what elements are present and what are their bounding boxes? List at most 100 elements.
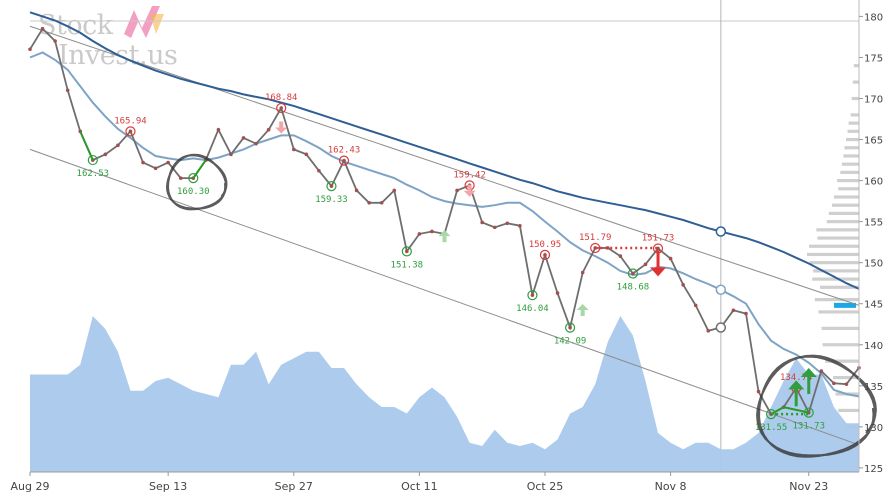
y-tick-label: 150	[864, 259, 883, 270]
buy-signal-arrow-icon	[580, 310, 585, 317]
bottom-pivot-circle	[765, 409, 777, 420]
price-point	[844, 382, 849, 386]
x-tick-label: Oct 25	[527, 480, 564, 493]
y-tick-label: 180	[864, 12, 883, 23]
volume-area	[30, 316, 859, 472]
top-pivot-circle	[276, 102, 287, 114]
volume-by-price-bar	[846, 137, 859, 142]
volume-by-price-bar	[818, 310, 859, 314]
price-point	[681, 283, 685, 287]
price-point	[668, 256, 673, 261]
bottom-pivot-label: 131.55	[755, 423, 788, 433]
y-tick-label: 145	[864, 300, 883, 311]
price-point	[317, 168, 321, 173]
price-point	[756, 389, 761, 394]
price-point	[580, 270, 585, 275]
trend-channel-upper	[29, 25, 860, 306]
volume-by-price-bar	[822, 343, 859, 347]
top-pivot-label: 151.79	[579, 233, 612, 243]
y-tick-label: 130	[864, 423, 883, 434]
volume-by-price-bar	[807, 252, 859, 257]
sell-signal-arrow-icon	[279, 121, 284, 128]
volume-by-price-bar	[852, 80, 859, 84]
buy-signal-arrowhead-icon	[800, 368, 817, 378]
pivot-trend-segment	[79, 130, 94, 161]
sell-signal-arrowhead-icon	[463, 190, 476, 197]
bottom-pivot-circle	[87, 154, 98, 166]
bottom-pivot-circle	[401, 246, 412, 257]
price-point	[266, 127, 271, 132]
price-point	[216, 127, 221, 132]
price-point	[291, 147, 296, 152]
price-point	[379, 200, 384, 205]
price-point	[430, 229, 434, 234]
long-ma-current-marker	[715, 226, 727, 237]
volume-by-price-bar	[820, 285, 859, 289]
volume-by-price-bar	[850, 113, 859, 117]
y-tick-label: 160	[864, 177, 883, 188]
price-line	[29, 27, 860, 416]
top-pivot-label: 162.43	[328, 146, 361, 156]
price-point	[279, 106, 284, 110]
volume-by-price-bar	[828, 211, 859, 216]
price-point	[40, 26, 45, 31]
top-pivot-label: 151.73	[642, 233, 675, 243]
buy-signal-arrow-icon	[807, 377, 811, 395]
buy-signal-arrow-icon	[442, 236, 447, 243]
price-point	[254, 141, 258, 146]
price-point	[28, 47, 32, 52]
volume-by-price-bar	[825, 359, 859, 363]
x-tick-label: Nov 23	[789, 480, 828, 493]
price-point	[505, 221, 510, 226]
volume-by-price-bar	[821, 326, 859, 330]
buy-signal-arrowhead-icon	[788, 380, 805, 390]
price-point	[342, 158, 346, 163]
volume-by-price-bar	[838, 408, 859, 413]
volume-by-price-bar	[844, 146, 859, 150]
price-point	[241, 136, 246, 140]
volume-by-price-bar	[851, 96, 859, 101]
logo-mark-icon	[124, 6, 164, 38]
top-pivot-label: 150.95	[529, 240, 562, 250]
volume-by-price-bar	[834, 195, 859, 199]
price-point	[543, 253, 547, 257]
highlight-circle-sep	[165, 153, 228, 211]
sell-signal-arrowhead-icon	[275, 127, 288, 134]
price-point	[693, 303, 698, 308]
price-point	[631, 271, 635, 276]
top-pivot-circle	[590, 242, 601, 254]
volume-by-price-bar	[826, 220, 859, 224]
y-tick-label: 175	[864, 53, 883, 64]
price-point	[744, 311, 748, 316]
bottom-pivot-circle	[627, 268, 639, 279]
price-point	[643, 262, 648, 267]
price-point	[153, 166, 158, 171]
top-pivot-circle	[539, 249, 551, 260]
bottom-pivot-label: 146.04	[516, 304, 549, 314]
price-point	[405, 249, 409, 254]
price-point	[819, 369, 824, 373]
x-tick-label: Sep 27	[275, 480, 313, 493]
top-pivot-label: 165.94	[114, 116, 147, 126]
x-tick-label: Nov 8	[655, 480, 687, 493]
current-price-marker	[834, 302, 856, 308]
bottom-pivot-label: 159.33	[315, 195, 348, 205]
price-point	[417, 232, 422, 236]
bottom-pivot-label: 162.53	[77, 169, 110, 179]
y-tick-label: 140	[864, 341, 883, 352]
volume-by-price-bar	[833, 376, 859, 380]
y-tick-label: 125	[864, 464, 883, 475]
top-pivot-circle	[338, 155, 350, 166]
price-current-marker	[715, 322, 727, 333]
price-point	[354, 188, 359, 193]
price-point	[706, 329, 711, 333]
sell-signal-arrow-icon	[467, 184, 472, 191]
y-tick-label: 135	[864, 382, 883, 393]
volume-by-price-bar	[843, 154, 859, 158]
volume-by-price-bar	[841, 162, 859, 166]
price-point	[392, 188, 397, 193]
bottom-pivot-circle	[326, 180, 337, 192]
price-point	[141, 160, 145, 165]
sell-signal-arrowhead-icon	[650, 267, 667, 277]
